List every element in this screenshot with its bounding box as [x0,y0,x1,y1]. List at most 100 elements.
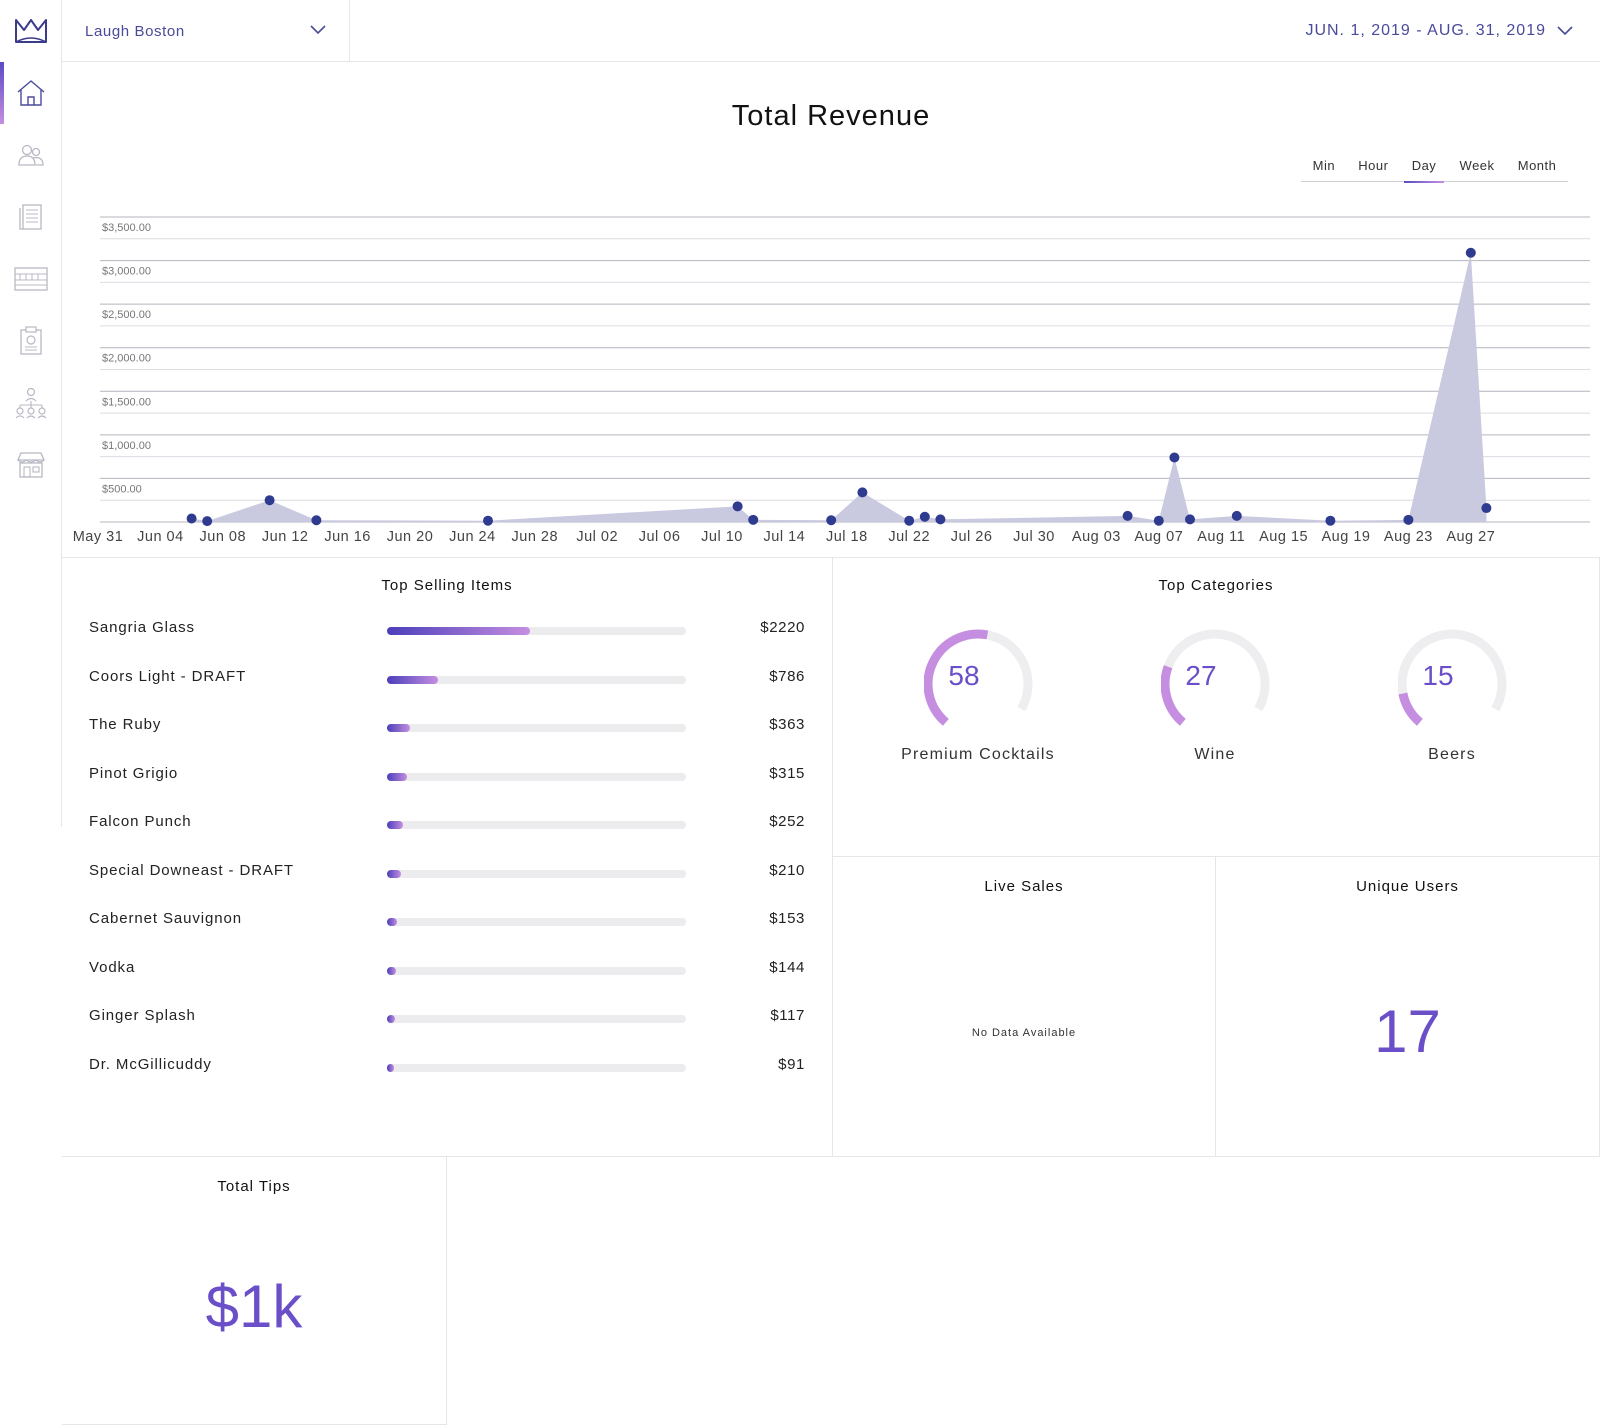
item-progress-fill [387,724,411,732]
x-tick-label: Jul 10 [701,529,743,545]
data-point [1403,514,1414,525]
revenue-area [191,252,1487,522]
y-tick-label: $1,500.00 [102,396,151,408]
list-item: Coors Light - DRAFT $786 [62,662,833,692]
x-tick-label: Jun 28 [512,529,559,545]
unique-users-value: 17 [1374,998,1441,1065]
x-tick-label: Jul 26 [951,529,993,545]
x-tick-label: Aug 23 [1384,529,1433,545]
tab-week[interactable]: Week [1459,158,1495,173]
item-name: Sangria Glass [89,619,195,636]
list-item: Dr. McGillicuddy $91 [62,1050,833,1080]
y-tick-label: $3,500.00 [102,222,151,234]
list-item: Special Downeast - DRAFT $210 [62,856,833,886]
logo-icon[interactable] [14,16,48,46]
data-point [1122,510,1133,521]
item-progress-track [387,1015,686,1023]
top-bar: Laugh Boston JUN. 1, 2019 - AUG. 31, 201… [62,0,1600,62]
item-progress-track [387,821,686,829]
tab-day[interactable]: Day [1403,158,1444,183]
item-progress-track [387,869,686,878]
x-tick-label: Jun 16 [324,529,371,545]
item-name: Ginger Splash [89,1007,196,1024]
x-tick-label: Aug 15 [1259,529,1308,545]
data-point [857,487,868,498]
tab-hour[interactable]: Hour [1358,158,1389,173]
x-tick-label: Jun 12 [262,529,309,545]
item-value: $153 [769,910,805,927]
gauge-value: 58 [948,660,980,691]
item-progress-track [387,627,686,635]
data-point [186,513,197,524]
sidebar-item-org[interactable] [0,372,62,434]
counter-icon [14,267,48,291]
data-point [483,515,493,526]
gauge-ring [1161,629,1270,726]
org-chart-icon [15,387,47,419]
chevron-down-icon [310,25,326,35]
tab-min[interactable]: Min [1312,158,1336,173]
item-value: $786 [769,667,805,685]
item-value: $2220 [760,619,805,636]
x-tick-label: Jul 22 [888,529,930,545]
gauge-label: Wine [1194,746,1236,763]
data-point [935,514,946,525]
total-tips-value: $1k [205,1273,303,1340]
data-point [1231,510,1242,521]
x-tick-label: Jul 02 [576,529,618,545]
list-item: Falcon Punch $252 [62,807,833,837]
granularity-tabs: Min Hour Day Week Month [1301,158,1568,183]
x-tick-label: Aug 27 [1446,529,1495,545]
live-sales-panel: Live Sales No Data Available [833,857,1216,1157]
venue-dropdown[interactable]: Laugh Boston [62,0,350,62]
item-name: Falcon Punch [89,813,192,830]
data-point [264,495,275,506]
x-tick-label: Jun 08 [200,529,247,545]
data-point [1185,514,1195,525]
top-categories-panel: Top Categories 58 Premium Cocktails 27 Wine… [833,558,1600,857]
x-tick-label: Jul 14 [764,529,806,545]
gauge-ring [1398,629,1507,726]
sidebar [0,0,62,827]
list-item: Cabernet Sauvignon $153 [62,904,833,934]
y-tick-label: $500.00 [102,483,142,495]
sidebar-item-home[interactable] [0,62,62,124]
item-value: $210 [769,861,805,879]
sidebar-item-menu[interactable] [0,186,62,248]
date-range-label: JUN. 1, 2019 - AUG. 31, 2019 [1305,22,1546,39]
panel-title: Live Sales [984,878,1064,895]
item-progress-track [387,772,686,781]
sidebar-item-store[interactable] [0,434,62,496]
item-value: $252 [769,813,805,830]
data-point [1325,515,1336,526]
item-name: Cabernet Sauvignon [89,910,242,927]
sidebar-item-counter[interactable] [0,248,62,310]
chart-title: Total Revenue [731,100,931,132]
tab-month[interactable]: Month [1517,158,1557,173]
item-progress-fill [387,966,397,975]
item-progress-fill [387,675,438,684]
gauge-value: 27 [1185,660,1217,691]
item-progress-fill [387,1015,395,1023]
x-tick-label: Jun 04 [137,529,184,545]
item-progress-fill [387,918,397,926]
y-tick-label: $2,500.00 [102,309,151,321]
gauge-label: Beers [1428,746,1476,763]
item-progress-track [387,966,686,975]
data-point [904,515,915,526]
gauge-label: Premium Cocktails [901,746,1055,763]
list-item: Pinot Grigio $315 [62,759,833,789]
list-item: Vodka $144 [62,953,833,983]
item-value: $117 [770,1007,805,1024]
item-value: $144 [769,958,805,976]
data-point [1169,452,1180,463]
date-range-picker[interactable]: JUN. 1, 2019 - AUG. 31, 2019 [1305,0,1574,62]
item-value: $363 [769,716,805,733]
sidebar-item-reports[interactable] [0,310,62,372]
item-progress-track [387,918,686,926]
item-progress-fill [387,1063,395,1072]
sidebar-item-users[interactable] [0,124,62,186]
data-point [311,515,322,526]
y-tick-label: $2,000.00 [102,353,151,365]
data-point [748,514,759,525]
